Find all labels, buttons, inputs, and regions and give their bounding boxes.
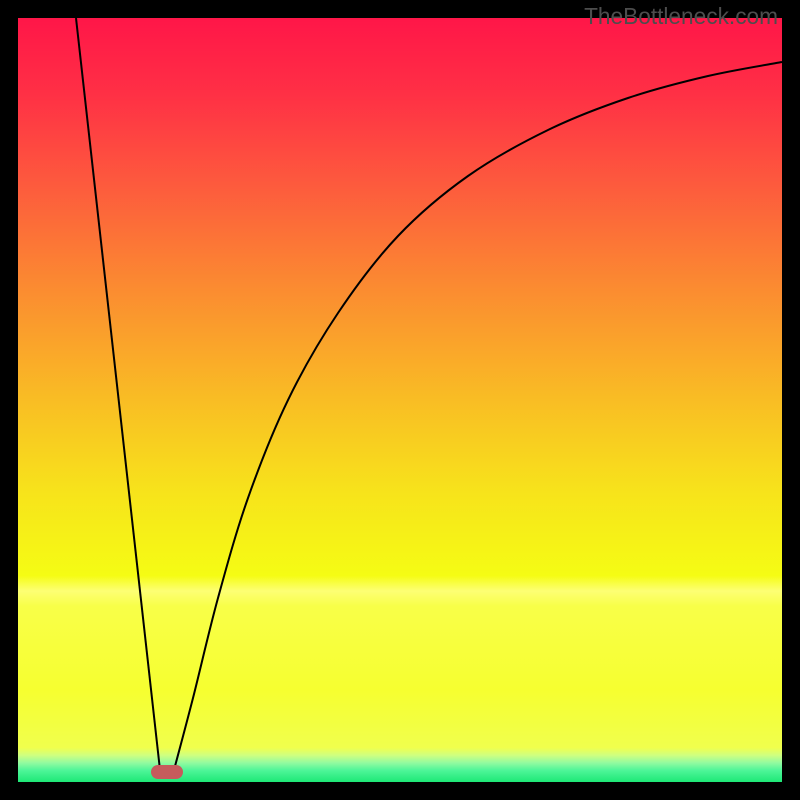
right-curve	[174, 62, 782, 770]
chart-container: TheBottleneck.com	[0, 0, 800, 800]
curve-svg	[18, 18, 782, 782]
minimum-marker	[151, 765, 183, 779]
plot-area	[18, 18, 782, 782]
left-line	[76, 18, 160, 770]
